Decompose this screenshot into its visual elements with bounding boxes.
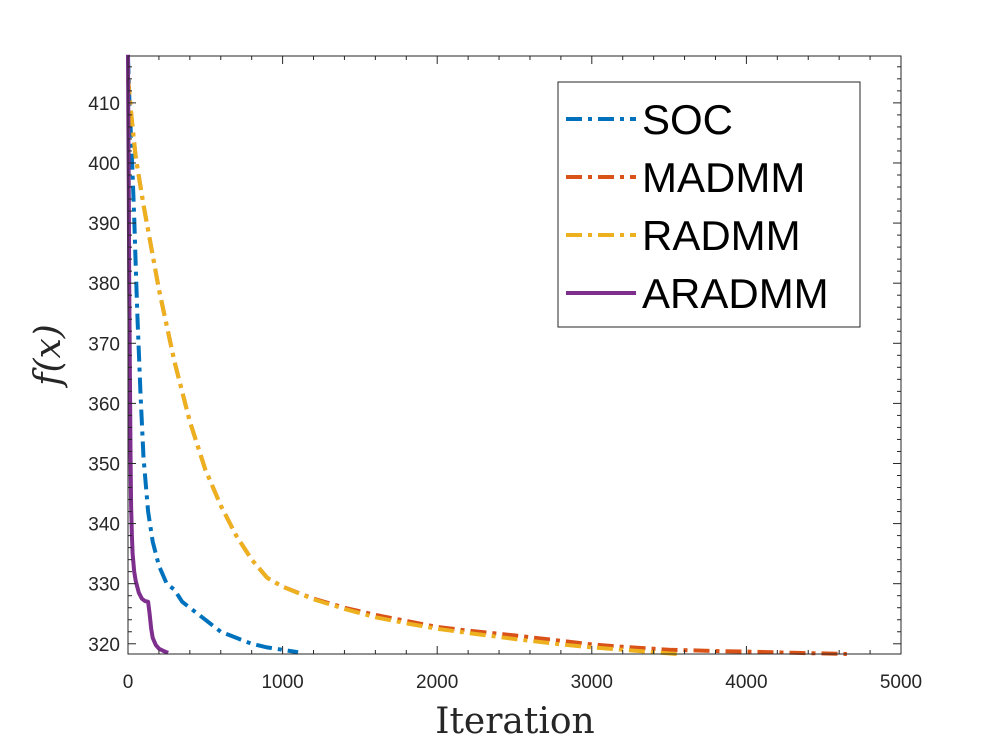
legend-label-soc: SOC (642, 96, 733, 143)
series-layer (126, 54, 847, 656)
y-tick-label: 350 (88, 454, 120, 475)
legend-label-aradmm: ARADMM (642, 270, 829, 317)
y-tick-label: 320 (88, 635, 120, 656)
legend-box (557, 81, 861, 328)
y-axis: 320 330 340 350 360 370 380 390 400 410 (88, 66, 901, 656)
y-tick-label: 370 (88, 334, 120, 355)
x-tick-label: 5000 (880, 672, 922, 693)
series-line-aradmm (126, 54, 169, 655)
x-tick-label: 4000 (725, 672, 767, 693)
y-tick-label: 380 (88, 274, 120, 295)
y-tick-label: 410 (88, 94, 120, 115)
legend-label-madmm: MADMM (642, 154, 805, 201)
x-axis-label: Iteration (435, 701, 595, 742)
y-tick-label: 360 (88, 394, 120, 415)
y-tick-label: 340 (88, 515, 120, 536)
y-tick-label: 400 (88, 154, 120, 175)
y-tick-label: 390 (88, 214, 120, 235)
x-axis: 0 1000 2000 3000 4000 5000 (123, 56, 922, 693)
y-tick-label: 330 (88, 575, 120, 596)
x-tick-label: 1000 (261, 672, 303, 693)
y-axis-label: f(x) (28, 324, 69, 389)
legend-label-radmm: RADMM (642, 212, 801, 259)
x-tick-label: 0 (123, 672, 134, 693)
legend: SOC MADMM RADMM ARADMM (557, 81, 861, 328)
x-tick-label: 3000 (571, 672, 613, 693)
x-tick-label: 2000 (416, 672, 458, 693)
